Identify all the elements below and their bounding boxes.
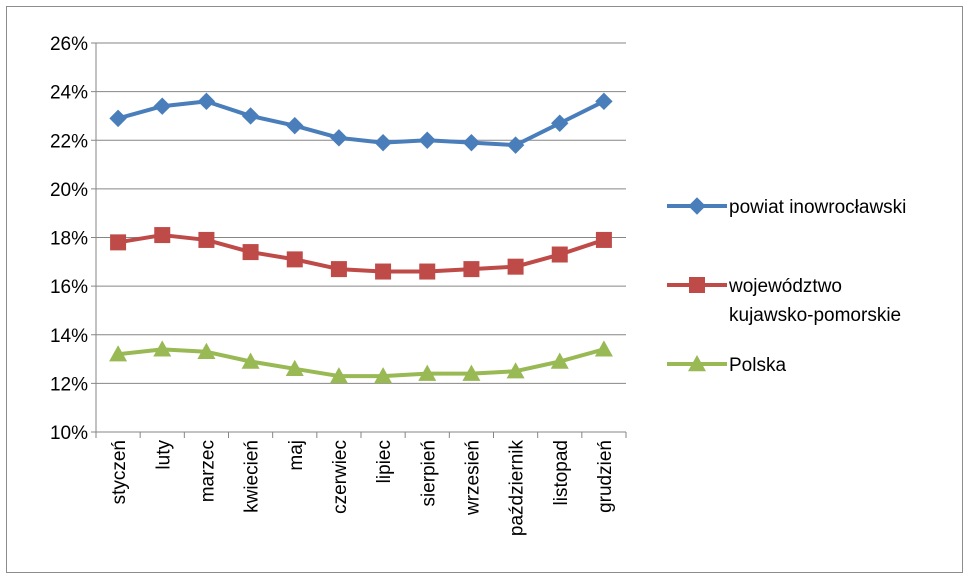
data-point: [330, 261, 347, 278]
data-point: [506, 362, 525, 379]
x-tick-label: styczeń: [109, 440, 130, 504]
data-point: [286, 251, 303, 268]
data-point: [153, 340, 172, 357]
x-tick-label: listopad: [551, 440, 572, 506]
data-point: [197, 342, 216, 359]
series-line: [117, 347, 605, 379]
data-point: [507, 258, 524, 275]
y-tick-label: 16%: [50, 277, 88, 298]
y-tick-label: 24%: [50, 83, 88, 104]
data-point: [109, 345, 128, 362]
x-axis-tick-labels: styczeń luty marzec kwiecień maj czerwiec lipi…: [109, 440, 616, 537]
data-point: [241, 352, 260, 369]
data-point: [550, 352, 569, 369]
data-point: [506, 136, 525, 154]
data-point: [330, 129, 348, 147]
y-tick-label: 22%: [50, 131, 88, 152]
y-tick-label: 20%: [50, 180, 88, 201]
legend-label: województwo: [728, 276, 842, 297]
y-tick-label: 14%: [50, 326, 88, 347]
x-tick-label: sierpień: [418, 440, 439, 507]
data-point: [285, 359, 304, 376]
x-tick-label: marzec: [197, 440, 218, 502]
y-tick-label: 18%: [50, 229, 88, 250]
legend-item: powiat inowrocławski: [667, 197, 906, 218]
data-point: [154, 227, 171, 244]
x-tick-label: wrzesień: [462, 440, 483, 516]
data-point: [374, 367, 393, 384]
series-3: [109, 340, 613, 384]
data-point: [375, 263, 392, 280]
data-point: [241, 107, 260, 125]
data-point: [595, 92, 613, 111]
axes: [91, 42, 627, 438]
legend-item: Polska: [667, 355, 786, 376]
data-point: [110, 234, 127, 251]
data-point: [419, 263, 436, 280]
data-point: [689, 277, 705, 293]
series-lines: [109, 92, 613, 384]
series-1: [109, 92, 613, 154]
data-point: [197, 92, 216, 111]
data-point: [153, 97, 171, 115]
y-tick-label: 10%: [50, 423, 88, 444]
x-tick-label: luty: [153, 440, 174, 470]
x-tick-label: kwiecień: [242, 440, 263, 513]
data-point: [462, 133, 481, 152]
data-point: [463, 261, 480, 278]
data-point: [242, 244, 259, 261]
gridlines: [96, 42, 626, 384]
data-point: [688, 355, 706, 372]
x-tick-label: lipiec: [374, 440, 395, 483]
x-tick-label: czerwiec: [330, 440, 351, 514]
data-point: [462, 364, 481, 381]
data-point: [595, 231, 612, 248]
series-2: [110, 227, 612, 280]
legend-label-line2: kujawsko-pomorskie: [729, 305, 901, 326]
legend: powiat inowrocławski województwo kujawsko-…: [667, 197, 906, 376]
legend-item: województwo kujawsko-pomorskie: [667, 276, 901, 326]
data-point: [109, 109, 127, 128]
data-point: [418, 131, 436, 149]
data-point: [418, 364, 437, 381]
x-tick-label: grudzień: [595, 440, 616, 513]
data-point: [551, 246, 568, 263]
y-axis-tick-labels: 10% 12% 14% 16% 18% 20% 22% 24% 26%: [50, 34, 88, 444]
data-point: [551, 114, 569, 132]
series-line: [117, 99, 605, 148]
x-tick-label: maj: [286, 440, 307, 471]
data-point: [374, 133, 392, 152]
data-point: [329, 367, 348, 384]
y-tick-label: 26%: [50, 34, 88, 55]
x-tick-label: październik: [507, 440, 528, 537]
series-line: [117, 233, 605, 274]
y-tick-label: 12%: [50, 374, 88, 395]
data-point: [594, 340, 613, 357]
chart-frame: [6, 6, 963, 573]
data-point: [286, 116, 304, 135]
legend-label: Polska: [729, 355, 786, 376]
data-point: [198, 231, 215, 248]
data-point: [688, 197, 706, 215]
legend-label: powiat inowrocławski: [729, 197, 906, 218]
